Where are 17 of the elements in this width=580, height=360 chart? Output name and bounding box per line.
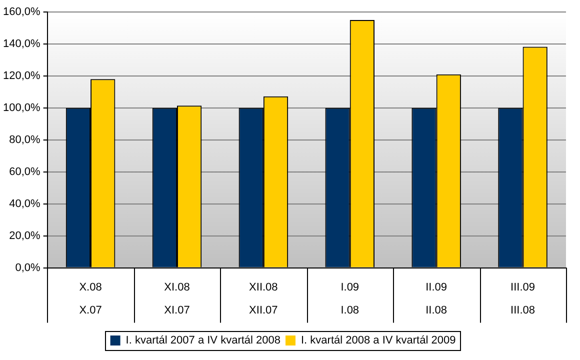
x-tick-label: II.09 II.08	[426, 281, 448, 316]
legend-label: I. kvartál 2008 a IV kvartál 2009	[301, 334, 456, 347]
y-tick-label: 0,0%	[15, 262, 41, 274]
y-tick-label: 80,0%	[9, 134, 41, 146]
x-tick-label: XI.08 XI.07	[164, 281, 190, 316]
y-tick-label: 140,0%	[2, 38, 41, 50]
x-tick-label: I.09 I.08	[340, 281, 360, 316]
x-tick-label: III.09 III.08	[510, 281, 536, 316]
y-tick-label: 100,0%	[2, 102, 41, 114]
x-tick-label: XII.08 XII.07	[249, 281, 278, 316]
y-tick-label: 60,0%	[9, 166, 41, 178]
y-tick-label: 40,0%	[9, 198, 41, 210]
y-tick-label: 120,0%	[2, 70, 41, 82]
y-tick-label: 20,0%	[9, 230, 41, 242]
y-tick-label: 160,0%	[2, 6, 41, 18]
legend-label: I. kvartál 2007 a IV kvartál 2008	[126, 334, 281, 347]
x-tick-label: X.08 X.07	[79, 281, 102, 316]
